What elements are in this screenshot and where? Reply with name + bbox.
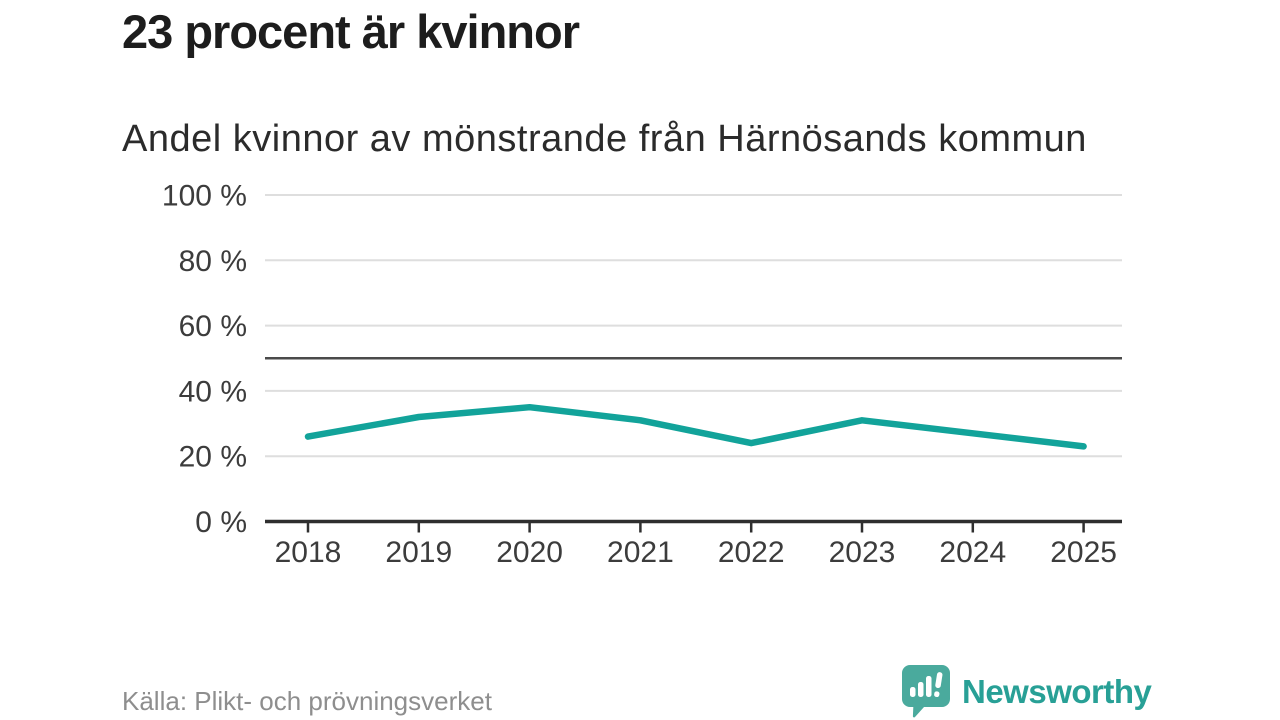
bar-chart-speech-bubble-icon [902,665,950,718]
chart-title: 23 procent är kvinnor [122,5,580,58]
x-tick-label: 2021 [607,536,674,569]
data-series-line [304,403,1087,450]
x-tick-label: 2020 [496,536,563,569]
x-tick-label: 2023 [829,536,896,569]
y-tick-label: 40 % [179,375,247,408]
x-tick-label: 2024 [939,536,1006,569]
y-tick-label: 60 % [179,310,247,343]
y-tick-label: 80 % [179,245,247,278]
newsworthy-logo-text: Newsworthy [962,673,1152,710]
chart-subtitle: Andel kvinnor av mönstrande från Härnösa… [122,118,1087,160]
bar-chart-glyph [910,676,932,697]
x-tick-label: 2025 [1050,536,1117,569]
x-tick-label: 2019 [385,536,452,569]
x-tick-label: 2018 [275,536,342,569]
y-tick-label: 20 % [179,441,247,474]
newsworthy-logo: Newsworthy [901,664,1152,718]
x-tick-label: 2022 [718,536,785,569]
exclamation-glyph [934,672,943,697]
y-tick-label: 100 % [162,180,247,213]
y-tick-label: 0 % [195,506,247,539]
source-caption: Källa: Plikt- och prövningsverket [122,686,492,716]
